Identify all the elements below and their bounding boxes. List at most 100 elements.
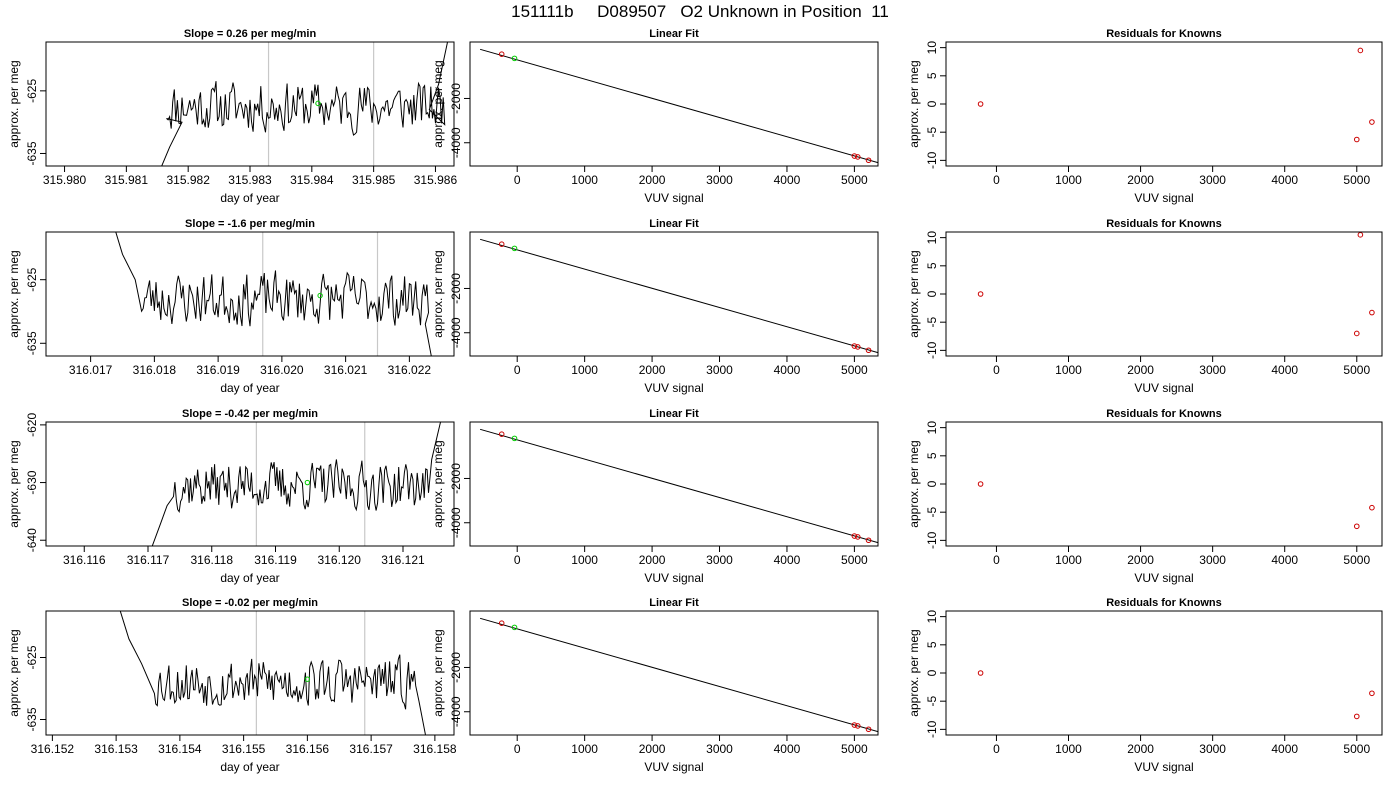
x-tick-label: 5000	[1343, 363, 1370, 377]
chart-panel-4: Slope = -1.6 per meg/min 316.017 316.018 31…	[7, 218, 455, 395]
x-tick-label: 4000	[1271, 742, 1298, 756]
known-point	[1353, 523, 1360, 530]
y-axis-label: approx. per meg	[907, 440, 921, 527]
x-tick-label: 4000	[1271, 173, 1298, 187]
y-tick-label: -5	[925, 507, 939, 518]
unknown-point	[317, 292, 323, 299]
known-point	[1353, 713, 1360, 720]
x-axis-label: VUV signal	[644, 381, 703, 395]
y-tick-label: -5	[925, 127, 939, 138]
plot-frame	[945, 231, 1383, 357]
chart-title: Slope = 0.26 per meg/min	[184, 28, 317, 40]
y-tick-label: 10	[925, 610, 939, 624]
x-tick-label: 0	[514, 363, 521, 377]
y-axis-label: approx. per meg	[907, 60, 921, 147]
y-tick-label: -10	[925, 151, 939, 169]
plot-frame	[945, 421, 1383, 547]
x-axis-label: day of year	[220, 571, 279, 585]
x-tick-label: 1000	[1055, 363, 1082, 377]
x-tick-label: 316.156	[286, 742, 330, 756]
series-trace	[119, 611, 427, 735]
x-tick-label: 4000	[774, 553, 801, 567]
y-tick-label: -625	[25, 79, 39, 103]
x-axis-label: day of year	[220, 760, 279, 774]
y-tick-label: 10	[925, 421, 939, 435]
page-title: 151111b D089507 O2 Unknown in Position 1…	[511, 2, 889, 21]
y-tick-label: -2000	[449, 83, 463, 114]
y-tick-label: -625	[25, 645, 39, 669]
chart-title: Linear Fit	[649, 408, 699, 420]
x-axis-label: VUV signal	[644, 191, 703, 205]
x-tick-label: 1000	[1055, 173, 1082, 187]
y-tick-label: 0	[925, 100, 939, 107]
plot-frame	[945, 41, 1383, 167]
y-tick-label: -635	[25, 331, 39, 355]
x-tick-label: 316.157	[349, 742, 393, 756]
y-tick-label: -10	[925, 531, 939, 549]
known-point	[865, 157, 872, 164]
plot-area	[479, 48, 878, 164]
chart-panel-9: Residuals for Knowns 0 1000 2000 3000 4000 500…	[907, 408, 1383, 585]
y-tick-label: -5	[925, 317, 939, 328]
x-tick-label: 5000	[1343, 173, 1370, 187]
x-tick-label: 3000	[706, 553, 733, 567]
x-axis-label: VUV signal	[644, 760, 703, 774]
x-tick-label: 1000	[571, 742, 598, 756]
y-tick-label: 5	[925, 641, 939, 648]
y-tick-label: -635	[25, 141, 39, 165]
chart-panel-7: Slope = -0.42 per meg/min 316.116 316.117 3…	[7, 408, 455, 585]
chart-title: Slope = -0.42 per meg/min	[182, 408, 318, 420]
x-tick-label: 315.980	[43, 173, 87, 187]
x-tick-label: 1000	[1055, 553, 1082, 567]
plot-area	[479, 428, 878, 544]
y-axis-label: approx. per meg	[431, 629, 445, 716]
x-tick-label: 4000	[1271, 363, 1298, 377]
plot-frame	[469, 610, 879, 736]
known-point	[851, 722, 858, 728]
series-trace	[115, 232, 432, 356]
chart-panel-12: Residuals for Knowns 0 1000 2000 3000 4000 500…	[907, 597, 1383, 774]
x-tick-label: 0	[514, 173, 521, 187]
x-tick-label: 316.117	[127, 553, 170, 567]
x-axis-label: VUV signal	[1134, 381, 1193, 395]
y-tick-label: 10	[925, 41, 939, 55]
plot-frame	[945, 610, 1383, 736]
known-point	[851, 343, 858, 349]
x-tick-label: 5000	[841, 553, 868, 567]
known-point	[1353, 136, 1360, 143]
known-point	[977, 670, 984, 676]
x-tick-label: 5000	[1343, 742, 1370, 756]
chart-panel-6: Residuals for Knowns 0 1000 2000 3000 4000 500…	[907, 218, 1383, 395]
known-point	[498, 51, 505, 57]
y-axis-label: approx. per meg	[7, 60, 21, 147]
plot-area	[161, 42, 449, 166]
chart-panel-11: Linear Fit 0 1000 2000 3000 4000 5000 -2000 -400…	[431, 597, 879, 774]
plot-frame	[45, 41, 455, 167]
chart-panel-5: Linear Fit 0 1000 2000 3000 4000 5000 -2000 -400…	[431, 218, 879, 395]
x-tick-label: 315.982	[166, 173, 210, 187]
x-tick-label: 2000	[1127, 173, 1154, 187]
x-tick-label: 3000	[1199, 363, 1226, 377]
x-tick-label: 5000	[841, 173, 868, 187]
plot-frame	[45, 231, 455, 357]
y-tick-label: 5	[925, 72, 939, 79]
y-tick-label: 5	[925, 262, 939, 269]
x-tick-label: 316.118	[191, 553, 234, 567]
plot-frame	[45, 610, 455, 736]
y-tick-label: -4000	[449, 317, 463, 348]
x-tick-label: 1000	[571, 363, 598, 377]
chart-title: Linear Fit	[649, 597, 699, 609]
x-tick-label: 316.121	[381, 553, 425, 567]
x-tick-label: 316.158	[413, 742, 457, 756]
chart-title: Slope = -1.6 per meg/min	[185, 218, 315, 230]
y-tick-label: -10	[925, 341, 939, 359]
x-tick-label: 4000	[774, 363, 801, 377]
plot-area	[479, 238, 878, 354]
y-tick-label: 10	[925, 231, 939, 245]
x-tick-label: 316.153	[94, 742, 138, 756]
y-tick-label: -4000	[449, 507, 463, 538]
fit-line	[479, 617, 878, 733]
x-tick-label: 0	[514, 742, 521, 756]
x-tick-label: 315.983	[228, 173, 272, 187]
x-tick-label: 316.021	[324, 363, 368, 377]
